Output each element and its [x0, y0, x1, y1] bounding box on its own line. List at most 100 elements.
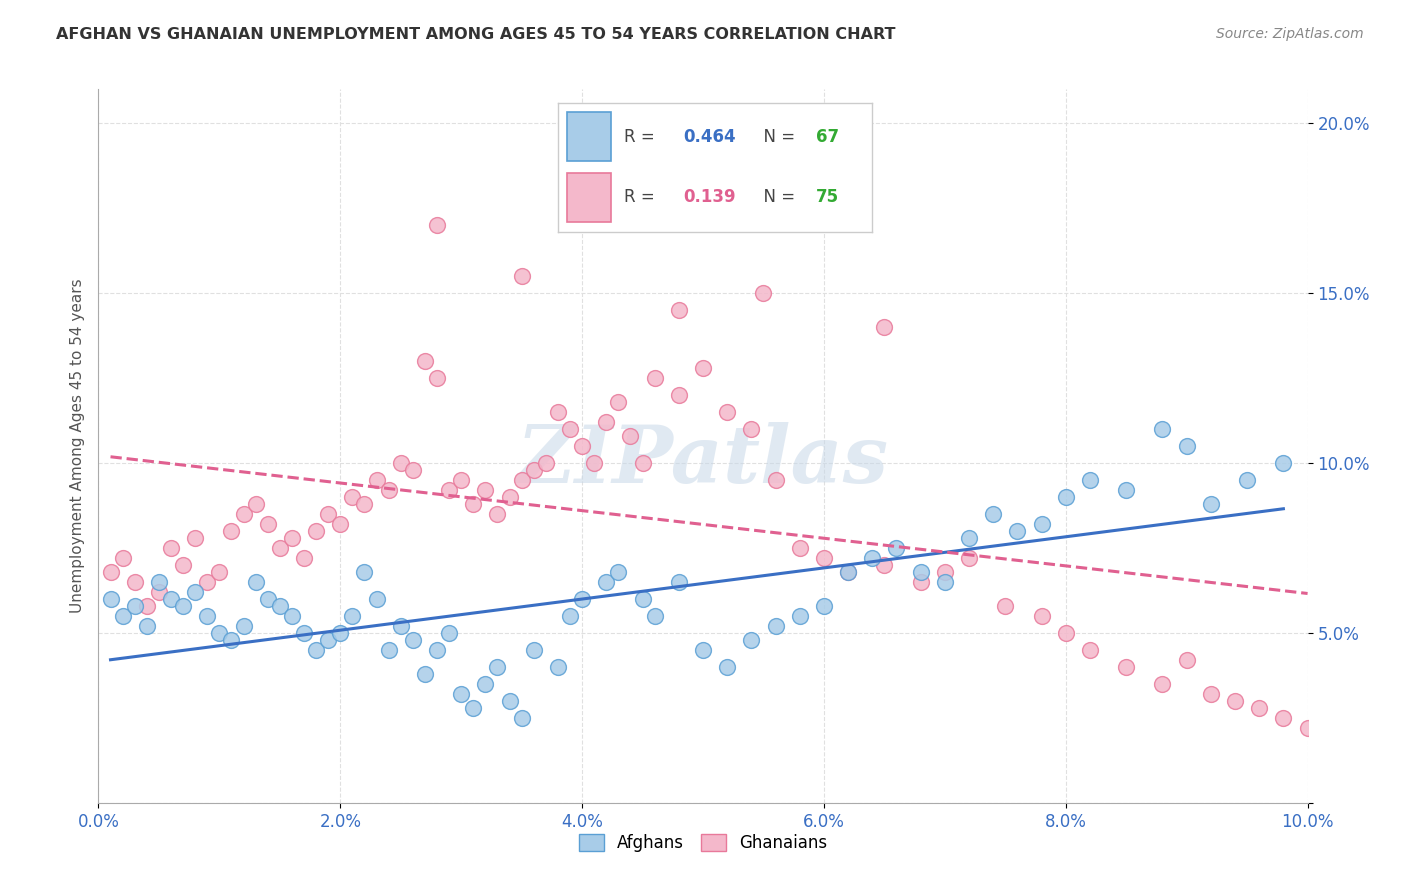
Point [342, 608, 364, 623]
Point [1272, 711, 1295, 725]
Point [668, 574, 690, 589]
Point [873, 558, 896, 572]
Text: ZIPatlas: ZIPatlas [517, 422, 889, 499]
Point [148, 574, 170, 589]
Point [692, 643, 714, 657]
Point [486, 660, 509, 674]
Point [486, 507, 509, 521]
Point [1054, 626, 1077, 640]
Point [160, 591, 183, 606]
Point [281, 531, 304, 545]
Point [765, 473, 787, 487]
Point [740, 632, 762, 647]
Point [873, 320, 896, 334]
Point [135, 599, 157, 613]
Point [1054, 490, 1077, 504]
Point [413, 354, 436, 368]
Point [366, 473, 388, 487]
Point [160, 541, 183, 555]
Point [195, 608, 218, 623]
Point [1223, 694, 1246, 708]
Point [305, 643, 328, 657]
Point [269, 599, 291, 613]
Point [256, 591, 278, 606]
Point [631, 456, 654, 470]
Point [1152, 422, 1174, 436]
Point [595, 415, 617, 429]
Point [232, 619, 254, 633]
Point [256, 517, 278, 532]
Point [413, 666, 436, 681]
Point [292, 626, 315, 640]
Point [281, 608, 304, 623]
Point [1078, 643, 1101, 657]
Point [353, 565, 375, 579]
Point [1115, 660, 1137, 674]
Point [426, 218, 449, 232]
Point [934, 574, 956, 589]
Point [860, 551, 883, 566]
Point [426, 643, 449, 657]
Point [463, 700, 485, 714]
Point [148, 585, 170, 599]
Point [631, 591, 654, 606]
Point [692, 360, 714, 375]
Point [510, 473, 533, 487]
Point [389, 456, 412, 470]
Point [463, 497, 485, 511]
Point [245, 574, 267, 589]
Point [342, 490, 364, 504]
Point [184, 585, 207, 599]
Point [1115, 483, 1137, 498]
Point [377, 643, 399, 657]
Point [571, 439, 593, 453]
Point [474, 483, 496, 498]
Point [595, 574, 617, 589]
Point [1031, 608, 1053, 623]
Point [1152, 677, 1174, 691]
Point [305, 524, 328, 538]
Point [450, 687, 472, 701]
Point [1031, 517, 1053, 532]
Point [1249, 700, 1271, 714]
Point [1078, 473, 1101, 487]
Point [740, 422, 762, 436]
Point [510, 269, 533, 284]
Point [668, 388, 690, 402]
Point [813, 551, 835, 566]
Point [547, 405, 569, 419]
Point [789, 608, 811, 623]
Point [981, 507, 1004, 521]
Point [534, 456, 557, 470]
Point [426, 371, 449, 385]
Point [668, 303, 690, 318]
Point [1175, 653, 1198, 667]
Point [245, 497, 267, 511]
Point [450, 473, 472, 487]
Point [232, 507, 254, 521]
Point [619, 429, 641, 443]
Point [886, 541, 908, 555]
Point [547, 660, 569, 674]
Point [1199, 687, 1222, 701]
Point [716, 405, 738, 419]
Point [329, 517, 352, 532]
Point [221, 524, 243, 538]
Point [100, 591, 122, 606]
Point [510, 711, 533, 725]
Point [221, 632, 243, 647]
Point [402, 632, 425, 647]
Point [1199, 497, 1222, 511]
Point [498, 694, 520, 708]
Point [957, 551, 980, 566]
Point [195, 574, 218, 589]
Legend: Afghans, Ghanaians: Afghans, Ghanaians [572, 827, 834, 859]
Point [474, 677, 496, 691]
Point [1236, 473, 1258, 487]
Point [498, 490, 520, 504]
Text: AFGHAN VS GHANAIAN UNEMPLOYMENT AMONG AGES 45 TO 54 YEARS CORRELATION CHART: AFGHAN VS GHANAIAN UNEMPLOYMENT AMONG AG… [56, 27, 896, 42]
Point [172, 599, 194, 613]
Point [1175, 439, 1198, 453]
Point [558, 422, 581, 436]
Point [208, 626, 231, 640]
